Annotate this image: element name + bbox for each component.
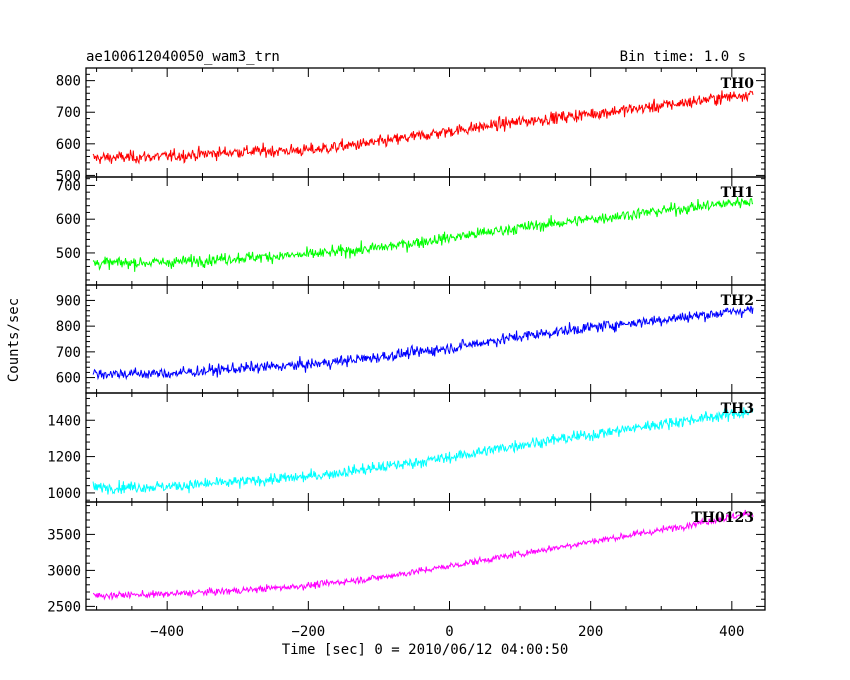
y-tick-label: 600 [56, 137, 81, 153]
panels-group: 500 600 700 800 TH0 500 600 700 TH1 600 700 800 900 T… [47, 67, 766, 640]
panel-label-th2: TH2 [721, 293, 754, 309]
panel-frame-th1 [85, 176, 766, 286]
y-tick-label: 3000 [47, 563, 81, 579]
y-tick-label: 600 [56, 371, 81, 387]
chart-title: ae100612040050_wam3_trn [86, 49, 280, 65]
y-tick-label: 500 [56, 246, 81, 262]
x-tick-label: −400 [150, 624, 184, 640]
y-tick-label: 700 [56, 105, 81, 121]
x-tick-label: −200 [291, 624, 325, 640]
series-line-th0123 [92, 509, 754, 601]
y-tick-label: 1400 [47, 413, 81, 429]
panel-label-th3: TH3 [721, 401, 754, 417]
x-axis-label: Time [sec] 0 = 2010/06/12 04:00:50 [282, 642, 569, 658]
y-tick-label: 800 [56, 319, 81, 335]
y-tick-label: 700 [56, 345, 81, 361]
y-tick-label: 800 [56, 74, 81, 90]
y-tick-label: 3500 [47, 527, 81, 543]
y-tick-label: 500 [56, 168, 81, 184]
series-line-th2 [92, 305, 754, 381]
y-tick-label: 1200 [47, 450, 81, 466]
y-tick-label: 2500 [47, 599, 81, 615]
y-tick-label: 900 [56, 293, 81, 309]
y-tick-label: 700 [56, 178, 81, 194]
panel-label-th0123: TH0123 [691, 510, 754, 526]
series-line-th3 [92, 407, 754, 495]
y-axis-label: Counts/sec [6, 298, 22, 382]
x-tick-label: 400 [719, 624, 744, 640]
y-tick-label: 1000 [47, 486, 81, 502]
panel-frame-th0 [85, 67, 766, 178]
x-tick-label: 0 [445, 624, 453, 640]
x-tick-label: 200 [578, 624, 603, 640]
series-line-th1 [92, 196, 754, 272]
series-line-th0 [92, 90, 754, 165]
bin-time-label: Bin time: 1.0 s [620, 49, 746, 65]
y-tick-label: 600 [56, 212, 81, 228]
panel-frame-th2 [85, 284, 766, 394]
panel-label-th0: TH0 [721, 76, 755, 92]
panel-label-th1: TH1 [721, 185, 754, 201]
